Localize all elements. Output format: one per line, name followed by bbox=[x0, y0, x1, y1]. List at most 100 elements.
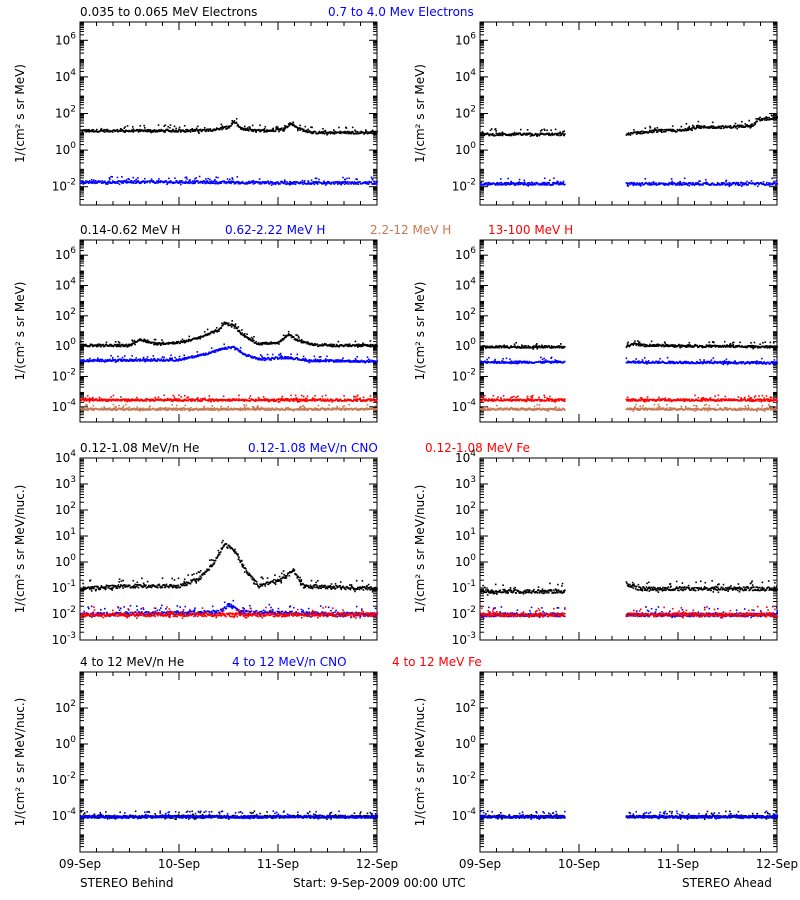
data-point bbox=[351, 130, 354, 133]
data-point bbox=[649, 125, 651, 128]
data-point bbox=[547, 133, 549, 135]
data-point bbox=[695, 127, 697, 129]
data-point bbox=[157, 180, 160, 182]
data-point bbox=[656, 127, 659, 129]
data-point bbox=[261, 342, 263, 344]
data-point bbox=[371, 407, 374, 409]
data-point bbox=[729, 182, 732, 185]
data-point bbox=[271, 182, 274, 184]
data-point bbox=[229, 178, 231, 181]
data-point bbox=[265, 341, 268, 344]
data-point bbox=[139, 125, 141, 127]
data-point bbox=[185, 180, 187, 183]
data-point bbox=[189, 129, 191, 132]
data-point bbox=[560, 181, 562, 183]
data-point bbox=[703, 125, 706, 127]
data-point bbox=[560, 134, 563, 136]
data-point bbox=[483, 182, 485, 185]
data-point bbox=[175, 130, 177, 133]
data-point bbox=[369, 132, 372, 134]
data-point bbox=[183, 341, 186, 344]
data-point bbox=[146, 360, 149, 362]
data-point bbox=[683, 129, 686, 132]
data-point bbox=[134, 343, 136, 346]
data-point bbox=[637, 132, 640, 134]
data-point bbox=[152, 180, 155, 182]
data-point bbox=[167, 342, 169, 344]
data-point bbox=[289, 182, 292, 184]
data-point bbox=[760, 119, 762, 121]
data-point bbox=[348, 131, 350, 133]
data-point bbox=[297, 129, 299, 132]
data-point bbox=[683, 182, 686, 184]
data-point bbox=[333, 133, 336, 135]
data-point bbox=[139, 399, 141, 402]
data-point bbox=[172, 129, 175, 131]
data-point bbox=[299, 407, 301, 409]
data-point bbox=[105, 130, 108, 133]
data-point bbox=[137, 177, 139, 179]
data-point bbox=[544, 177, 546, 180]
data-point bbox=[283, 179, 286, 181]
data-point bbox=[138, 339, 140, 342]
data-point bbox=[237, 348, 239, 350]
data-point bbox=[278, 130, 280, 133]
data-point bbox=[150, 131, 152, 134]
data-point bbox=[234, 324, 236, 327]
data-point bbox=[306, 183, 309, 185]
data-point bbox=[338, 361, 340, 363]
data-point bbox=[268, 409, 271, 411]
data-point bbox=[640, 132, 643, 135]
data-point bbox=[83, 400, 85, 402]
data-point bbox=[152, 131, 154, 133]
data-point bbox=[364, 182, 366, 185]
data-point bbox=[545, 183, 548, 185]
data-point bbox=[695, 124, 698, 127]
data-point bbox=[258, 343, 261, 346]
data-point bbox=[107, 398, 109, 401]
data-point bbox=[312, 132, 315, 134]
data-point bbox=[130, 181, 132, 184]
data-point bbox=[289, 356, 291, 359]
data-point bbox=[190, 129, 193, 131]
data-point bbox=[660, 130, 663, 133]
data-point bbox=[245, 183, 247, 185]
data-point bbox=[191, 130, 194, 132]
data-point bbox=[339, 359, 342, 361]
data-point bbox=[184, 182, 187, 184]
data-point bbox=[156, 131, 159, 133]
data-point bbox=[376, 360, 378, 362]
data-point bbox=[276, 127, 279, 130]
data-point bbox=[311, 342, 313, 345]
data-point bbox=[355, 408, 358, 410]
data-point bbox=[318, 130, 321, 133]
data-point bbox=[484, 134, 486, 136]
data-point bbox=[348, 403, 350, 406]
data-point bbox=[307, 360, 309, 363]
data-point bbox=[346, 130, 349, 133]
data-point bbox=[162, 341, 164, 343]
data-point bbox=[244, 353, 247, 355]
data-point bbox=[653, 181, 655, 183]
data-point bbox=[702, 126, 704, 128]
data-point bbox=[332, 345, 334, 348]
data-point bbox=[362, 345, 364, 347]
data-point bbox=[284, 335, 287, 337]
data-point bbox=[177, 131, 180, 133]
data-point bbox=[287, 330, 290, 333]
data-point bbox=[325, 184, 327, 186]
data-point bbox=[156, 180, 159, 182]
data-point bbox=[216, 331, 219, 333]
data-point bbox=[120, 360, 122, 362]
series-2 bbox=[80, 403, 378, 412]
data-point bbox=[678, 184, 681, 186]
data-point bbox=[178, 394, 180, 397]
data-point bbox=[120, 345, 122, 348]
data-point bbox=[335, 345, 337, 348]
data-point bbox=[342, 406, 344, 408]
data-point bbox=[105, 400, 107, 402]
data-point bbox=[533, 182, 536, 184]
data-point bbox=[366, 409, 369, 411]
data-point bbox=[171, 342, 173, 344]
data-point bbox=[296, 353, 299, 356]
